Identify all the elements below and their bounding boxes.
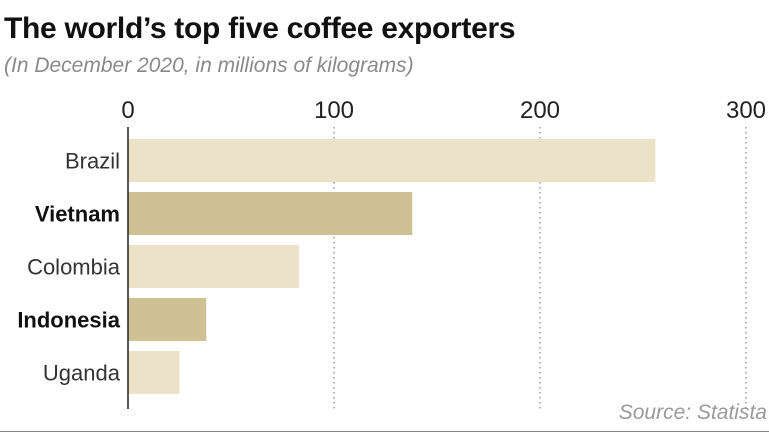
- category-label: Indonesia: [17, 308, 120, 333]
- bar: [128, 139, 656, 182]
- bottom-rule: [0, 431, 769, 432]
- category-label: Brazil: [65, 149, 120, 174]
- x-tick-label: 0: [121, 97, 134, 124]
- x-tick-label: 100: [314, 97, 354, 124]
- bar: [128, 351, 180, 394]
- category-label: Uganda: [43, 361, 121, 386]
- bar: [128, 192, 413, 235]
- category-label: Vietnam: [35, 202, 120, 227]
- x-tick-label: 300: [726, 97, 766, 124]
- chart-title: The world’s top five coffee exporters: [4, 12, 516, 45]
- x-tick-label: 200: [520, 97, 560, 124]
- chart-subtitle: (In December 2020, in millions of kilogr…: [4, 54, 414, 77]
- category-label: Colombia: [27, 255, 121, 280]
- bar: [128, 245, 299, 288]
- bar: [128, 298, 207, 341]
- source-note: Source: Statista: [618, 401, 767, 424]
